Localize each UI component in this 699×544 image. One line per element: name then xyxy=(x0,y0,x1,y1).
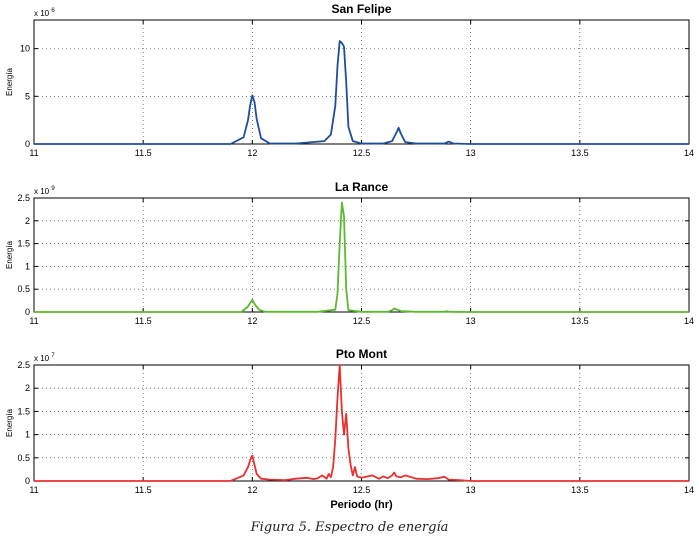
y-tick-label: 2 xyxy=(25,383,30,393)
x-tick-label: 12.5 xyxy=(353,148,371,158)
y-exponent-label: x 10 6 xyxy=(34,8,55,18)
plot-area xyxy=(33,364,690,482)
x-axis-label: Periodo (hr) xyxy=(330,499,393,511)
chart-title: Pto Mont xyxy=(336,347,387,361)
x-tick-label: 11 xyxy=(29,316,38,326)
x-tick-label: 12 xyxy=(247,485,257,495)
y-axis-label: Energía xyxy=(5,408,14,437)
y-tick-label: 0.5 xyxy=(17,453,30,463)
y-exponent-label: x 10 7 xyxy=(34,353,55,363)
x-tick-label: 12 xyxy=(247,316,257,326)
chart-title: San Felipe xyxy=(331,2,391,16)
x-tick-label: 12 xyxy=(247,148,257,158)
y-tick-label: 1 xyxy=(25,261,30,271)
x-tick-label: 11.5 xyxy=(135,485,152,495)
x-tick-label: 14 xyxy=(684,485,694,495)
x-tick-label: 11.5 xyxy=(135,148,152,158)
x-tick-label: 14 xyxy=(684,316,694,326)
x-tick-label: 11.5 xyxy=(135,316,152,326)
y-tick-label: 2.5 xyxy=(17,193,30,203)
x-tick-label: 11 xyxy=(29,485,38,495)
y-tick-label: 0 xyxy=(25,307,30,317)
y-axis-label: Energía xyxy=(5,240,14,269)
x-tick-label: 13.5 xyxy=(571,316,589,326)
plot-area xyxy=(33,19,690,145)
y-tick-label: 0.5 xyxy=(17,284,30,294)
y-tick-label: 2.5 xyxy=(17,360,30,370)
chart-panel-1: 11 11.5 12 12.5 13 13.5 14 0 5 10 x 10 6 San Felipe… xyxy=(5,2,694,158)
y-tick-label: 10 xyxy=(20,44,30,54)
x-tick-label: 14 xyxy=(684,148,694,158)
y-exponent-label: x 10 9 xyxy=(34,186,55,196)
y-tick-label: 1.5 xyxy=(17,406,30,416)
y-axis-label: Energía xyxy=(5,67,14,96)
y-tick-label: 1 xyxy=(25,430,30,440)
x-tick-label: 12.5 xyxy=(353,485,371,495)
x-tick-label: 13.5 xyxy=(571,485,589,495)
figure-caption: Figura 5. Espectro de energía xyxy=(250,520,449,535)
y-tick-label: 5 xyxy=(25,91,30,101)
x-tick-label: 13 xyxy=(466,148,476,158)
x-tick-label: 13 xyxy=(466,316,476,326)
chart-title: La Rance xyxy=(335,180,389,194)
x-tick-label: 11 xyxy=(29,148,38,158)
y-tick-label: 0 xyxy=(25,139,30,149)
x-tick-label: 13.5 xyxy=(571,148,589,158)
series-line xyxy=(34,40,689,145)
y-tick-label: 0 xyxy=(25,476,30,486)
series-line xyxy=(34,364,689,482)
x-tick-label: 12.5 xyxy=(353,316,371,326)
x-tick-label: 13 xyxy=(466,485,476,495)
y-tick-label: 1.5 xyxy=(17,239,30,249)
series-line xyxy=(34,201,689,313)
y-tick-label: 2 xyxy=(25,216,30,226)
